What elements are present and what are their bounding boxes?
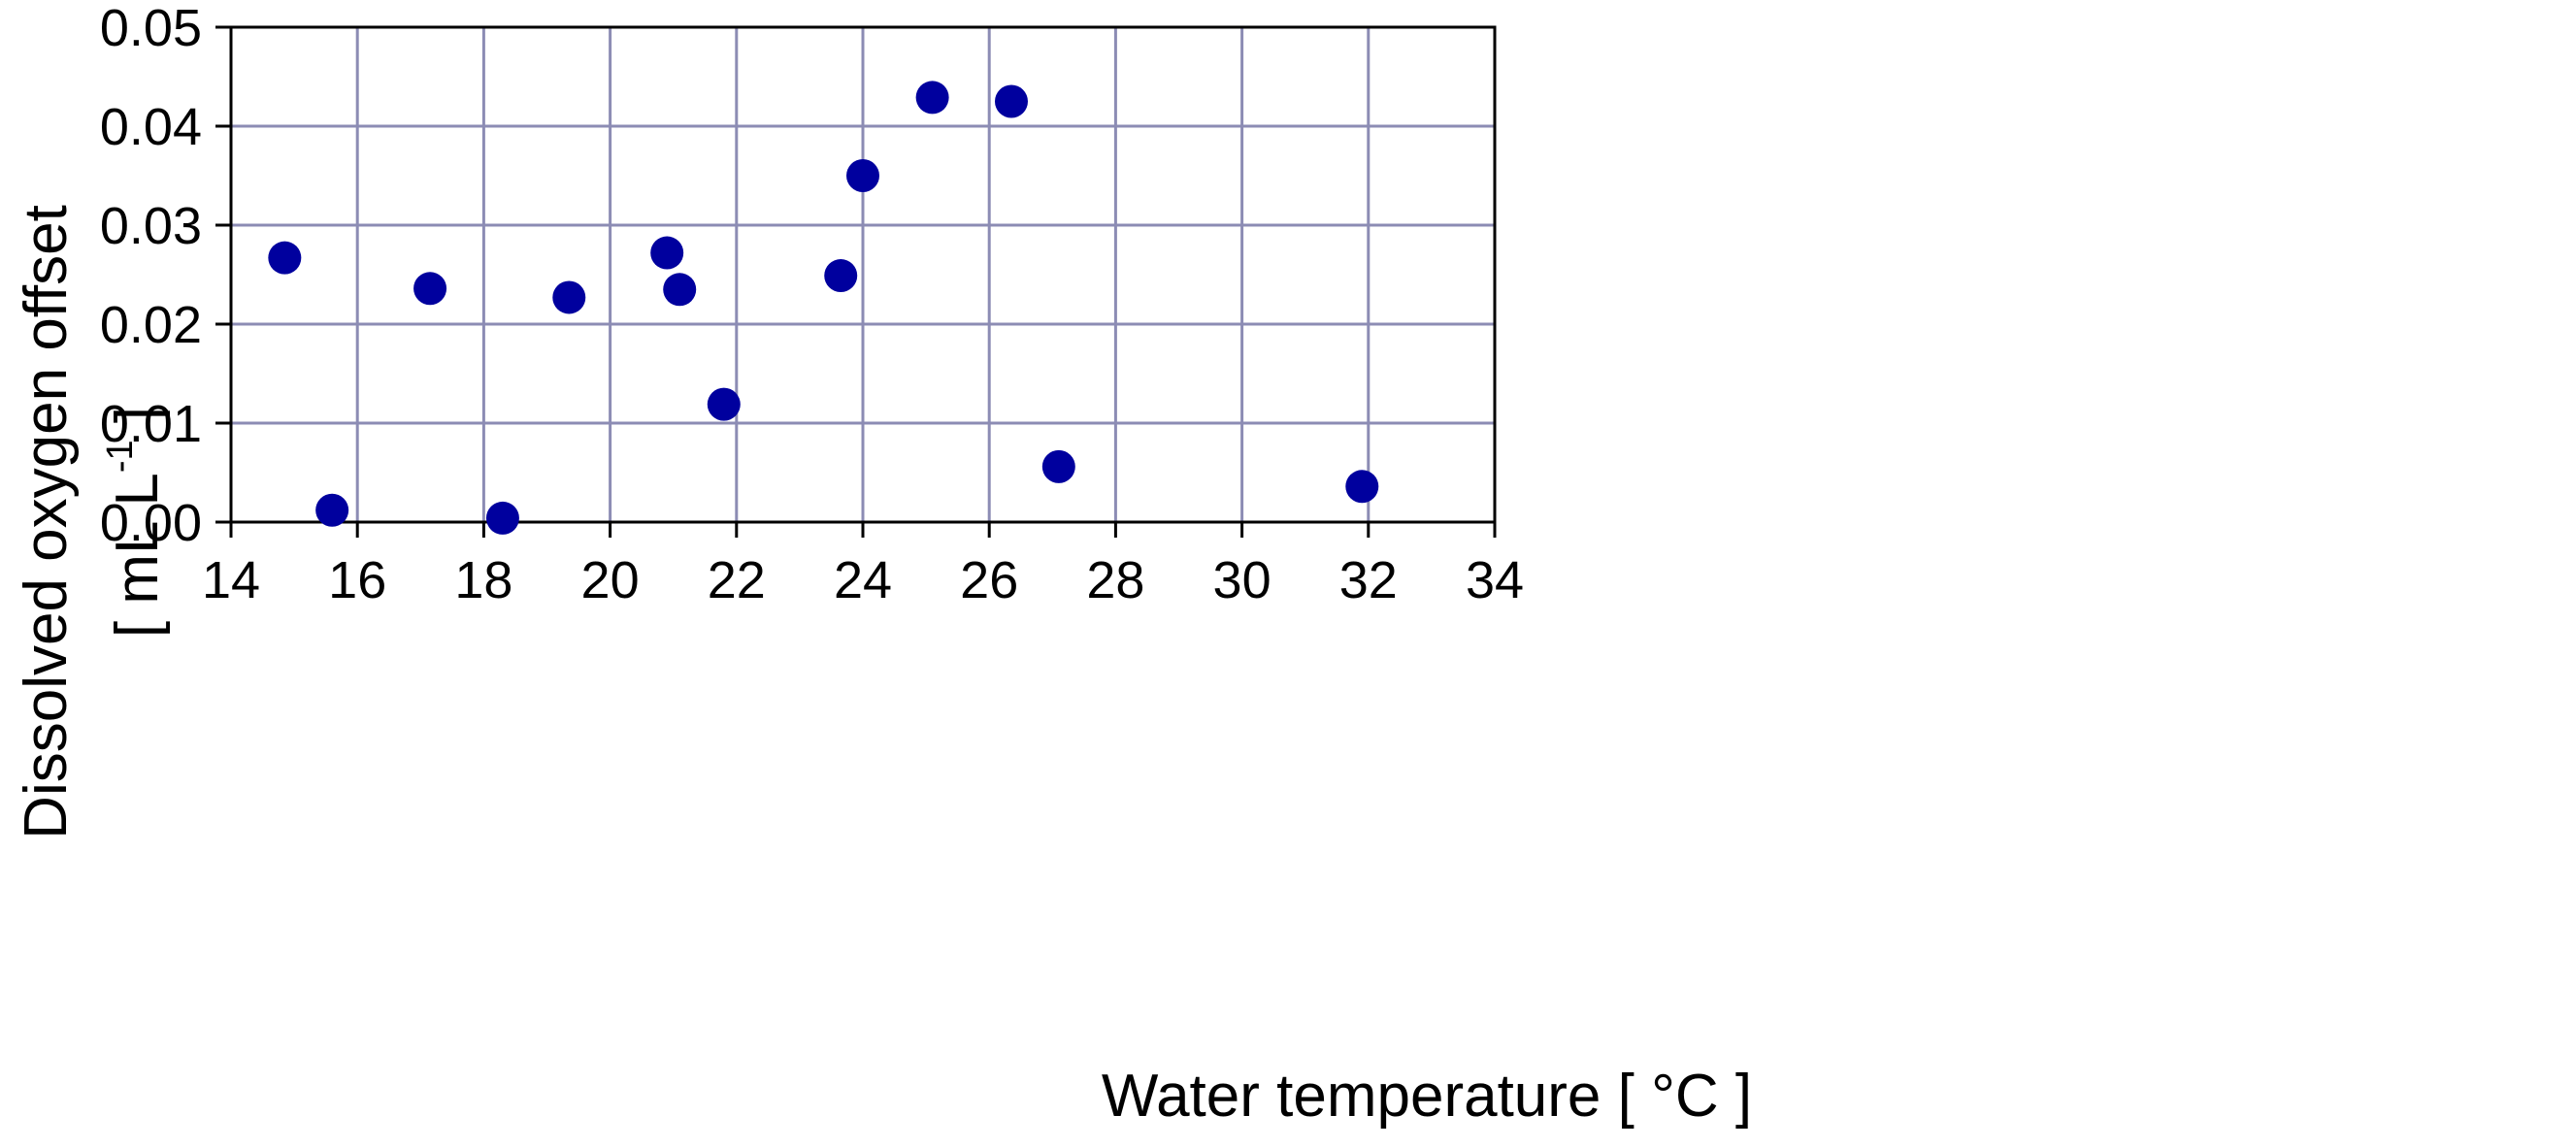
data-point [268,241,302,275]
y-tick-label: 0.02 [100,296,202,354]
x-tick-label: 24 [834,551,892,609]
data-point [315,493,349,527]
data-points [268,81,1379,535]
data-point [846,159,879,192]
y-tick-label: 0.04 [100,98,202,156]
data-point [650,236,684,270]
x-tick-label: 34 [1466,551,1524,609]
x-tick-label: 22 [708,551,766,609]
data-point [824,259,858,293]
x-tick-label: 30 [1213,551,1271,609]
x-axis: 14 16 18 20 22 24 26 28 30 32 34 [202,522,1524,609]
y-axis-title: Dissolved oxygen offset [ mL L-1 ] [13,205,171,839]
y-tick-label: 0.00 [100,494,202,552]
data-point [915,81,949,115]
x-tick-label: 32 [1339,551,1398,609]
x-tick-label: 28 [1086,551,1144,609]
data-point [1345,470,1379,504]
y-axis: 0.00 0.01 0.02 0.03 0.04 0.05 [100,0,231,552]
data-point [994,84,1028,118]
data-point [663,273,697,307]
data-point [413,272,447,306]
data-point [552,280,586,314]
x-axis-title: Water temperature [ °C ] [1102,1063,1752,1130]
data-point [1041,449,1075,483]
x-tick-label: 18 [454,551,512,609]
data-point [707,387,741,421]
y-axis-title-line1: Dissolved oxygen offset [13,205,80,839]
y-tick-label: 0.03 [100,197,202,255]
y-axis-title-line2: [ mL L-1 ] [100,407,171,638]
y-axis-unit: [ mL L [104,473,171,638]
y-tick-label: 0.01 [100,395,202,453]
y-axis-unit-close: ] [104,407,171,440]
x-tick-label: 16 [328,551,386,609]
x-tick-label: 14 [202,551,260,609]
data-point [485,501,519,535]
x-tick-label: 26 [960,551,1018,609]
y-tick-label: 0.05 [100,0,202,57]
y-axis-unit-exponent: -1 [100,440,141,473]
grid [229,25,1497,524]
x-tick-label: 20 [581,551,640,609]
